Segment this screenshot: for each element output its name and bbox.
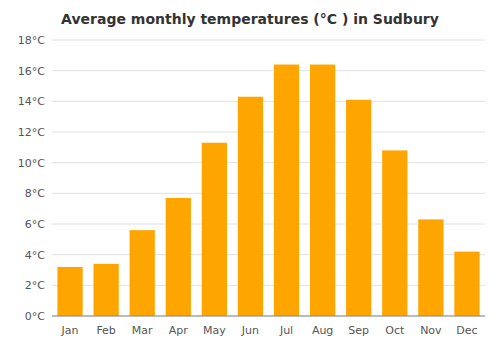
bar xyxy=(238,97,263,316)
bar xyxy=(418,219,443,316)
title: Average monthly temperatures (°C ) in Su… xyxy=(61,11,439,27)
chart: Average monthly temperatures (°C ) in Su… xyxy=(0,0,500,350)
bar xyxy=(166,198,191,316)
y-tick-label: 18°C xyxy=(18,34,45,47)
x-tick-label: Mar xyxy=(132,324,153,337)
bar xyxy=(130,230,155,316)
x-tick-label: Sep xyxy=(348,324,369,337)
y-tick-label: 8°C xyxy=(25,187,45,200)
y-tick-label: 12°C xyxy=(18,126,45,139)
grid-line xyxy=(52,132,485,133)
bar xyxy=(382,150,407,316)
grid-line xyxy=(52,162,485,163)
x-tick-label: Jun xyxy=(241,324,259,337)
y-tick-label: 0°C xyxy=(25,310,45,323)
x-tick-label: Aug xyxy=(312,324,333,337)
bar xyxy=(57,267,82,316)
x-tick-label: May xyxy=(203,324,226,337)
bar xyxy=(274,65,299,316)
grid-line xyxy=(52,316,485,317)
y-tick-label: 6°C xyxy=(25,218,45,231)
x-tick-label: Nov xyxy=(420,324,442,337)
y-tick-label: 4°C xyxy=(25,249,45,262)
x-tick-label: Apr xyxy=(169,324,189,337)
x-tick-label: Feb xyxy=(96,324,115,337)
bar xyxy=(454,252,479,316)
y-axis: 0°C 2°C 4°C 6°C 8°C 10°C 12°C 14°C 16°C 18°C xyxy=(18,34,485,323)
y-tick-label: 2°C xyxy=(25,279,45,292)
chart-container: Average monthly temperatures (°C ) in Su… xyxy=(0,0,500,350)
grid-line xyxy=(52,101,485,102)
x-axis: Jan Feb Mar Apr May Jun Jul Aug Sep Oct Nov Dec xyxy=(61,324,478,337)
y-tick-label: 10°C xyxy=(18,157,45,170)
bar xyxy=(346,100,371,316)
y-tick-label: 14°C xyxy=(18,95,45,108)
grid-line xyxy=(52,40,485,41)
x-tick-label: Jan xyxy=(61,324,79,337)
bar xyxy=(310,65,335,316)
x-tick-label: Jul xyxy=(279,324,293,337)
x-tick-label: Oct xyxy=(385,324,405,337)
bars xyxy=(57,65,479,316)
bar xyxy=(202,143,227,316)
grid-line xyxy=(52,193,485,194)
x-axis-line xyxy=(52,316,485,317)
y-tick-label: 16°C xyxy=(18,65,45,78)
x-tick-label: Dec xyxy=(456,324,477,337)
grid-line xyxy=(52,70,485,71)
bar xyxy=(93,264,118,316)
